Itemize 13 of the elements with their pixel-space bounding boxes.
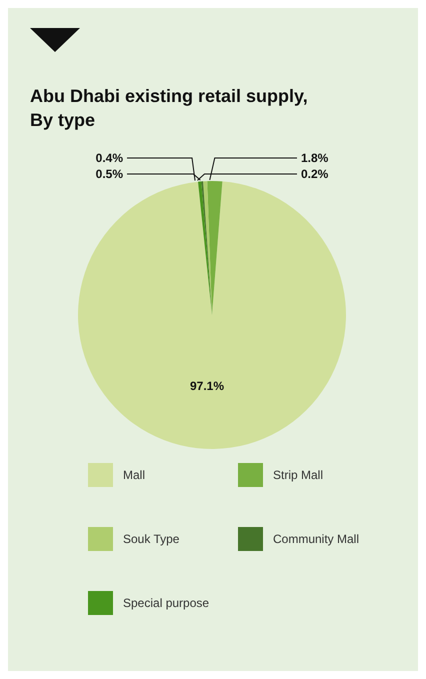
legend-label: Souk Type	[123, 532, 180, 546]
data-label: 97.1%	[190, 379, 224, 393]
chart-title: Abu Dhabi existing retail supply, By type	[30, 85, 309, 132]
pie-slice	[198, 181, 212, 315]
legend-label: Special purpose	[123, 596, 210, 610]
legend-label: Community Mall	[273, 532, 360, 546]
data-label: 0.5%	[96, 167, 124, 181]
legend-label: Mall	[123, 468, 146, 482]
data-label: 1.8%	[301, 151, 329, 165]
legend-label: Strip Mall	[273, 468, 324, 482]
data-label: 0.4%	[96, 151, 124, 165]
data-label: 0.2%	[301, 167, 329, 181]
pie-slice	[78, 181, 346, 449]
